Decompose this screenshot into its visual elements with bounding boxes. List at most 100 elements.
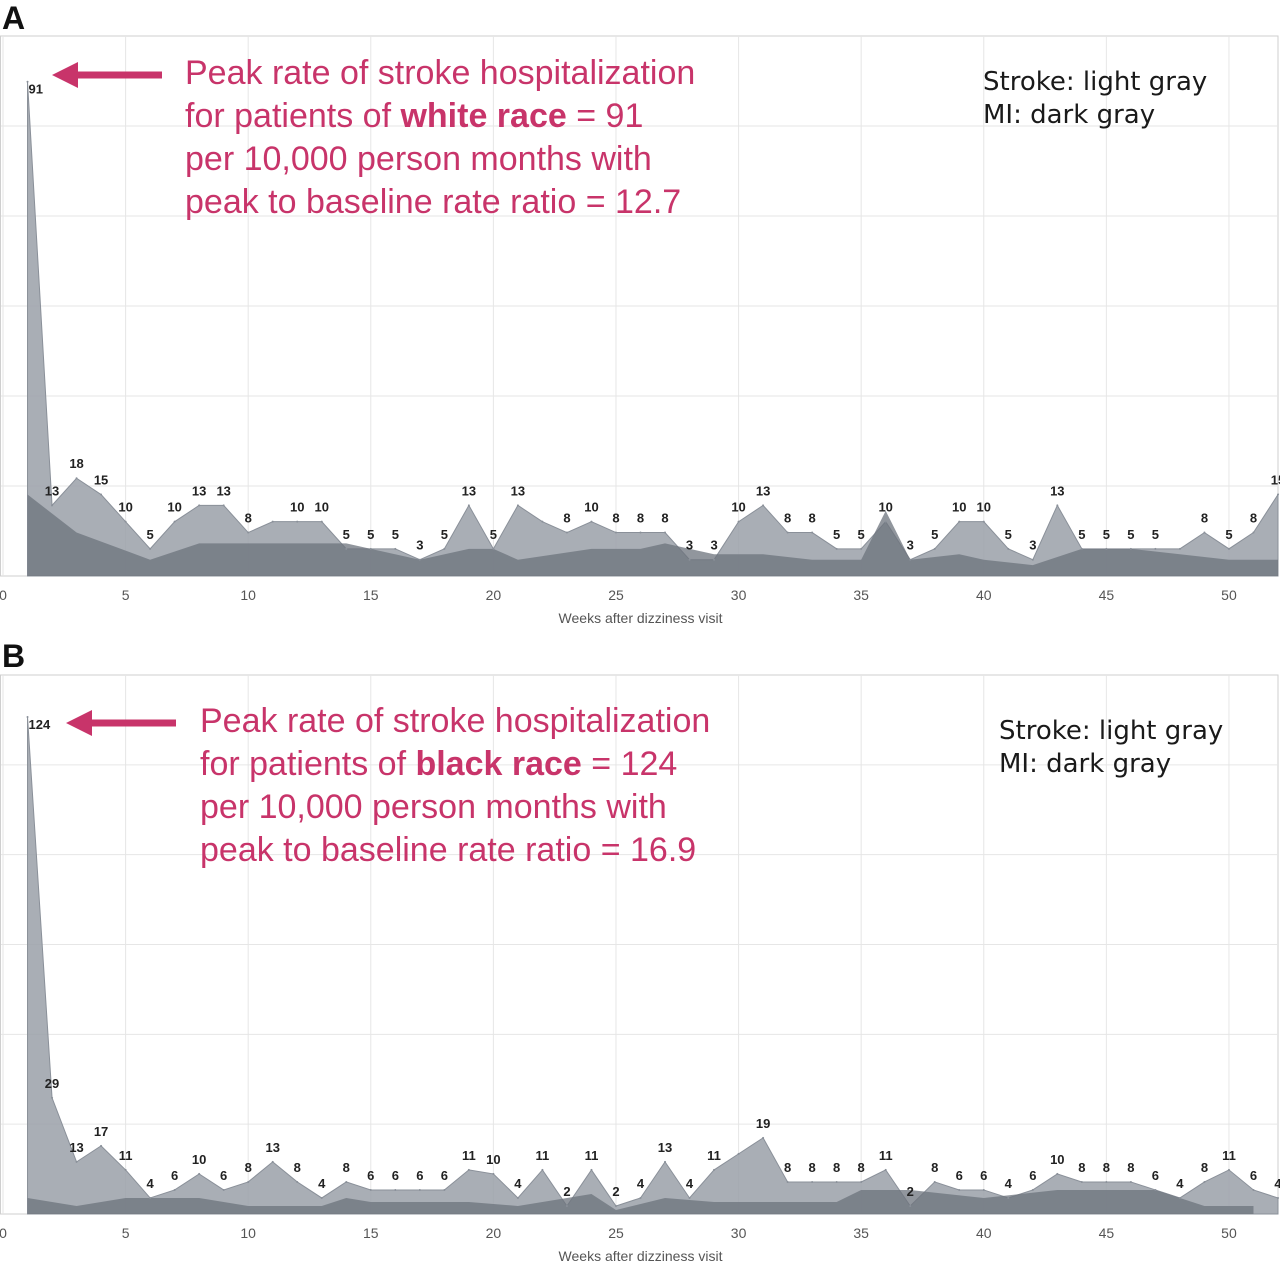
data-label: 5: [1103, 527, 1110, 542]
stroke-data-point: [1007, 1196, 1010, 1199]
data-label: 11: [879, 1148, 893, 1163]
data-label: 10: [952, 500, 966, 515]
annotation-line1: Peak rate of stroke hospitalization: [185, 54, 696, 92]
race-label: white race: [400, 97, 567, 135]
stroke-data-point: [737, 1152, 740, 1155]
stroke-data-point: [222, 504, 225, 507]
x-tick-label: 25: [608, 1225, 624, 1241]
x-tick-label: 15: [363, 1225, 379, 1241]
stroke-data-point: [173, 1188, 176, 1191]
data-label: 10: [584, 500, 598, 515]
stroke-data-point: [394, 547, 397, 550]
data-label: 8: [1201, 1160, 1208, 1175]
data-label: 11: [536, 1148, 550, 1163]
mi-area-series: [27, 1189, 1254, 1214]
data-label: 13: [1050, 483, 1064, 498]
x-tick-label: 30: [731, 1225, 747, 1241]
stroke-data-point: [492, 1172, 495, 1175]
data-label: 10: [167, 500, 181, 515]
data-label: 3: [710, 538, 717, 553]
stroke-data-point: [614, 1204, 617, 1207]
data-label: 8: [1078, 1160, 1085, 1175]
x-axis-title: Weeks after dizziness visit: [559, 1248, 723, 1264]
data-label: 8: [1250, 511, 1257, 526]
data-label: 29: [45, 1076, 59, 1091]
stroke-data-point: [1080, 547, 1083, 550]
data-label: 5: [392, 527, 399, 542]
stroke-data-point: [713, 558, 716, 561]
data-label: 13: [45, 483, 59, 498]
stroke-data-point: [345, 1180, 348, 1183]
stroke-data-point: [1031, 558, 1034, 561]
stroke-data-point: [835, 547, 838, 550]
legend-stroke: Stroke: light gray: [983, 67, 1208, 97]
stroke-data-point: [664, 1160, 667, 1163]
chart-b: 0 5 10 15 20 25 30 35 40 45 50 124 29 13 17 11 4 6 10 6 8 13 8…: [0, 674, 1280, 1264]
stroke-data-point: [492, 547, 495, 550]
data-label: 13: [192, 483, 206, 498]
stroke-data-point: [909, 558, 912, 561]
legend-stroke: Stroke: light gray: [999, 716, 1224, 746]
panel-a: 0 5 10 15 20 25 30 35 40 45 50 91 13 18 15 10 5 10 13 13 8 10…: [0, 0, 1280, 635]
stroke-data-point: [982, 520, 985, 523]
x-tick-label: 45: [1099, 587, 1115, 603]
data-label: 2: [907, 1184, 914, 1199]
stroke-data-point: [75, 477, 78, 480]
x-tick-label: 30: [731, 587, 747, 603]
x-tick-label: 35: [853, 587, 869, 603]
data-label: 10: [315, 500, 329, 515]
data-label: 10: [731, 500, 745, 515]
stroke-data-point: [1227, 547, 1230, 550]
data-label: 10: [486, 1152, 500, 1167]
data-label: 91: [29, 82, 43, 97]
stroke-data-point: [590, 520, 593, 523]
data-label: 10: [977, 500, 991, 515]
data-label: 8: [637, 511, 644, 526]
panel-b: 0 5 10 15 20 25 30 35 40 45 50 124 29 13 17 11 4 6 10 6 8 13 8…: [0, 638, 1280, 1271]
data-label: 8: [245, 511, 252, 526]
data-label: 2: [563, 1184, 570, 1199]
stroke-data-point: [443, 547, 446, 550]
stroke-data-point: [1252, 531, 1255, 534]
data-label: 5: [490, 527, 497, 542]
stroke-data-point: [958, 520, 961, 523]
stroke-data-point: [149, 547, 152, 550]
stroke-data-point: [860, 547, 863, 550]
annotation-line4: peak to baseline rate ratio = 16.9: [200, 831, 697, 869]
data-label: 4: [318, 1176, 326, 1191]
data-label: 5: [1152, 527, 1159, 542]
x-axis-title: Weeks after dizziness visit: [559, 610, 723, 626]
stroke-data-point: [713, 1168, 716, 1171]
stroke-data-point: [345, 547, 348, 550]
stroke-data-point: [124, 520, 127, 523]
stroke-data-point: [933, 547, 936, 550]
annotation-line2: for patients of white race = 91: [185, 97, 644, 135]
data-label: 8: [294, 1160, 301, 1175]
data-label: 10: [290, 500, 304, 515]
data-label: 17: [94, 1124, 108, 1139]
stroke-data-point: [933, 1180, 936, 1183]
stroke-data-point: [26, 80, 29, 83]
stroke-data-point: [1031, 1188, 1034, 1191]
data-label: 13: [216, 483, 230, 498]
data-label: 5: [1225, 527, 1232, 542]
stroke-data-point: [75, 1160, 78, 1163]
stroke-data-point: [1105, 547, 1108, 550]
data-label: 11: [119, 1148, 133, 1163]
stroke-data-point: [198, 1172, 201, 1175]
stroke-data-point: [100, 493, 103, 496]
stroke-data-point: [958, 1188, 961, 1191]
legend-mi: MI: dark gray: [999, 749, 1172, 779]
stroke-data-point: [1056, 504, 1059, 507]
stroke-data-point: [835, 1180, 838, 1183]
data-label: 5: [1078, 527, 1085, 542]
stroke-data-point: [320, 1196, 323, 1199]
x-tick-label: 5: [122, 587, 130, 603]
stroke-data-point: [614, 531, 617, 534]
stroke-data-point: [860, 1180, 863, 1183]
x-tick-label: 20: [486, 1225, 502, 1241]
stroke-data-point: [688, 1196, 691, 1199]
data-label: 11: [1222, 1148, 1236, 1163]
data-label: 8: [833, 1160, 840, 1175]
stroke-data-point: [124, 1168, 127, 1171]
